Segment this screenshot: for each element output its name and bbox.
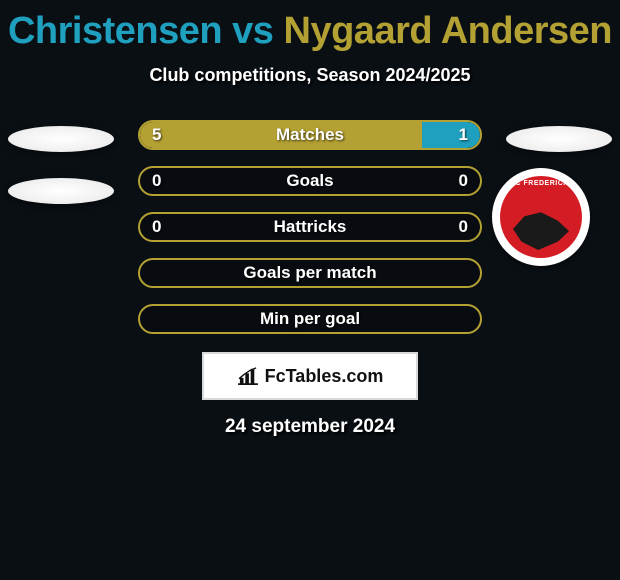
stat-bar: Goals per match [138,258,482,288]
player2-badge-matches [506,126,612,152]
page-title: Christensen vs Nygaard Andersen [0,0,620,53]
stat-label: Goals per match [140,263,480,283]
player2-club-logo: FC FREDERICIA [492,168,590,266]
stat-label: Min per goal [140,309,480,329]
stat-bar-list: 51Matches 00Goals 00Hattricks Goals per mat… [138,120,482,334]
club-logo-field: FC FREDERICIA [500,176,582,258]
stat-label: Goals [140,171,480,191]
stat-bar: 00Hattricks [138,212,482,242]
player1-badge-goals [8,178,114,204]
subtitle: Club competitions, Season 2024/2025 [0,65,620,86]
brand-box: FcTables.com [202,352,418,400]
stat-label: Hattricks [140,217,480,237]
club-logo-text: FC FREDERICIA [500,180,582,187]
stat-bar: 51Matches [138,120,482,150]
stat-label: Matches [140,125,480,145]
club-logo-mascot [513,208,569,250]
stat-bar: 00Goals [138,166,482,196]
stat-bar: Min per goal [138,304,482,334]
player1-badge-matches [8,126,114,152]
title-player-1: Christensen vs Nygaard Andersen [8,10,612,52]
generation-date: 24 september 2024 [0,416,620,438]
bar-chart-icon [237,367,259,385]
comparison-panel: FC FREDERICIA 51Matches 00Goals 00Hattrick… [0,120,620,334]
brand-text: FcTables.com [265,366,384,387]
